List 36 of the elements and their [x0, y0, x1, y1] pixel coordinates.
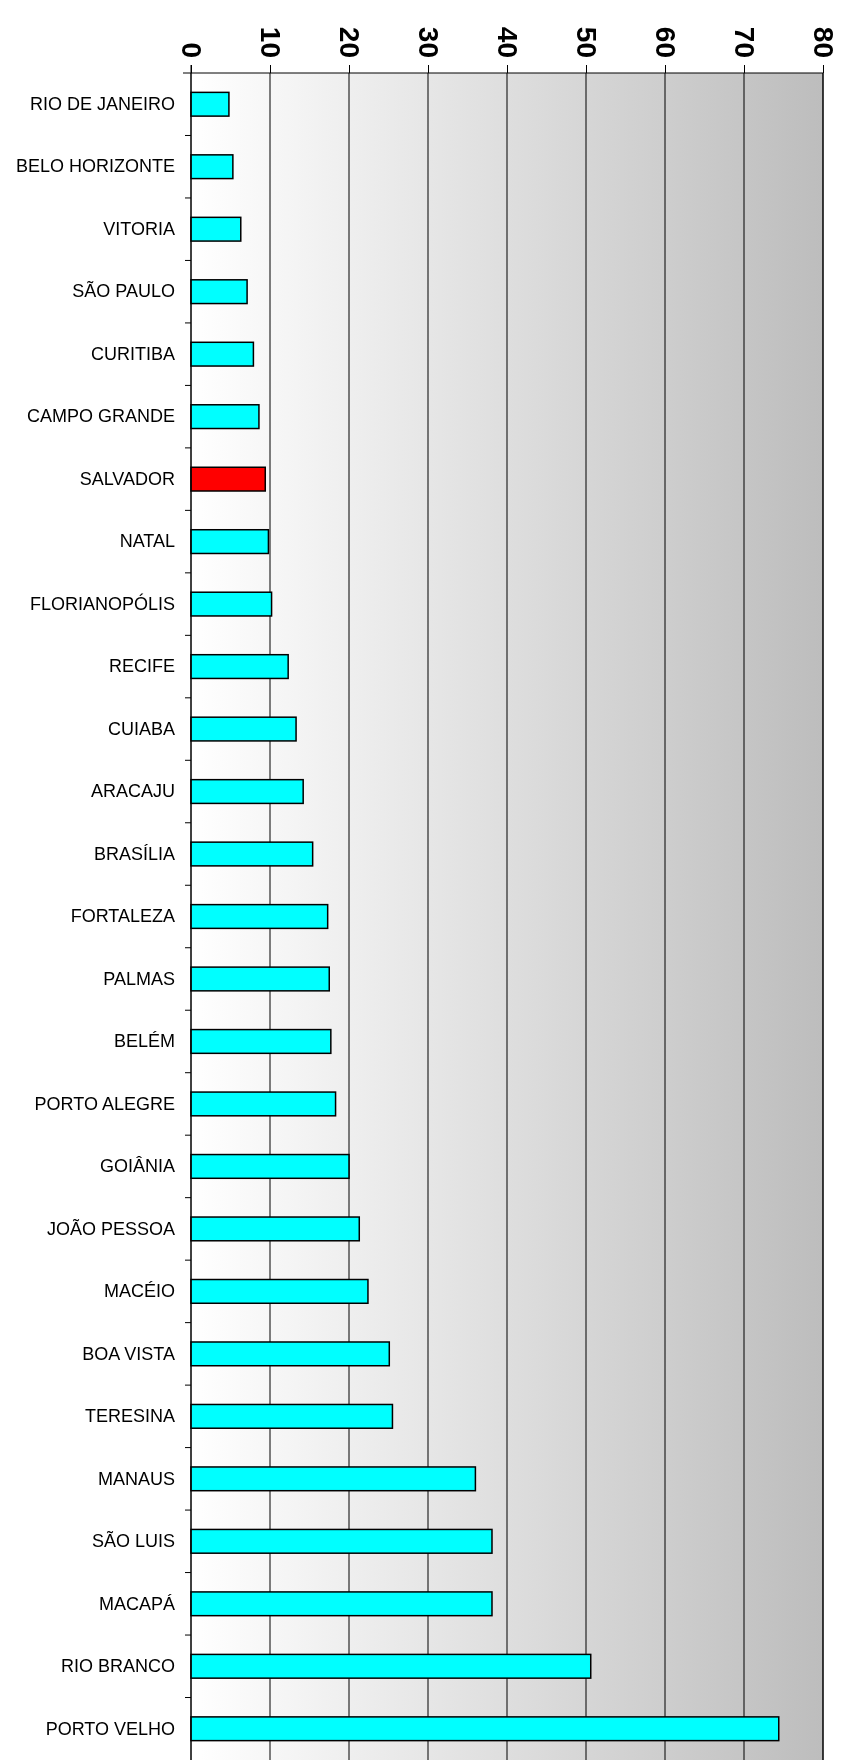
y-tick-label: BELÉM: [113, 1031, 175, 1052]
y-tick-label: PORTO VELHO: [45, 1718, 175, 1739]
y-tick-label: PORTO ALEGRE: [34, 1093, 175, 1114]
y-tick-label: JOÃO PESSOA: [46, 1217, 175, 1239]
y-tick-label: MACAPÁ: [98, 1593, 175, 1614]
x-tick-label: 70: [728, 26, 760, 58]
y-tick-label: CUIABA: [107, 718, 175, 739]
y-tick-label: CAMPO GRANDE: [26, 406, 175, 427]
y-tick-label: BELO HORIZONTE: [15, 156, 175, 177]
y-tick-label: SÃO PAULO: [72, 280, 175, 302]
y-tick-label: SÃO LUIS: [91, 1530, 175, 1552]
y-tick-label: FLORIANOPÓLIS: [29, 592, 175, 614]
y-tick-label: BRASÍLIA: [93, 843, 175, 864]
y-tick-label: RIO DE JANEIRO: [29, 94, 175, 114]
x-tick-label: 30: [412, 26, 444, 58]
x-tick-label: 80: [807, 26, 839, 58]
y-tick-label: RECIFE: [108, 656, 175, 677]
x-tick-label: 0: [175, 42, 207, 58]
y-tick-label: MANAUS: [97, 1468, 175, 1489]
y-tick-label: GOIÂNIA: [99, 1156, 175, 1177]
y-tick-label: ARACAJU: [90, 781, 175, 802]
y-tick-label: VITORIA: [103, 218, 175, 239]
y-tick-label: MACÉIO: [103, 1281, 175, 1302]
x-tick-label: 20: [333, 26, 365, 58]
x-tick-label: 60: [649, 26, 681, 58]
y-tick-label: RIO BRANCO: [60, 1656, 175, 1677]
y-tick-label: PALMAS: [103, 968, 175, 989]
y-tick-label: TERESINA: [84, 1406, 175, 1427]
y-tick-label: FORTALEZA: [70, 906, 175, 927]
x-tick-label: 10: [254, 26, 286, 58]
y-tick-label: NATAL: [119, 531, 175, 552]
y-tick-label: CURITIBA: [90, 343, 175, 364]
y-tick-label: BOA VISTA: [82, 1343, 175, 1364]
x-tick-label: 40: [491, 26, 523, 58]
y-tick-label: SALVADOR: [79, 468, 175, 489]
x-tick-label: 50: [570, 26, 602, 58]
